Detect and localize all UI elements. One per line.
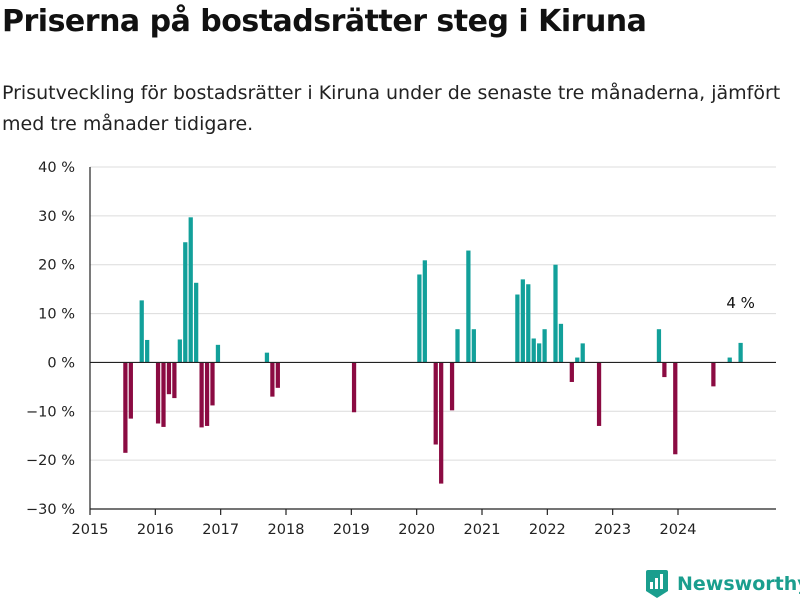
- annotation-label: 4 %: [726, 294, 755, 312]
- bar: [569, 362, 574, 382]
- bar: [417, 274, 422, 363]
- x-axis: 2015 2016 2017 2018 2019 2020 2021 2022 2023 2024: [72, 167, 776, 538]
- bar: [264, 352, 270, 363]
- bar: [466, 250, 471, 363]
- bar: [558, 323, 564, 363]
- annotation: 4 %: [726, 294, 755, 312]
- bar: [673, 362, 678, 455]
- x-tick-label: 2017: [202, 522, 239, 538]
- bar: [275, 362, 280, 388]
- y-tick-label: −30 %: [26, 502, 75, 518]
- bar: [351, 362, 357, 413]
- x-tick-label: 2023: [594, 522, 631, 538]
- bar: [520, 279, 525, 363]
- newsworthy-logo-icon: [646, 570, 668, 598]
- y-tick-label: 10 %: [38, 307, 75, 323]
- bar: [471, 329, 476, 363]
- x-tick-label: 2018: [268, 522, 305, 538]
- bar: [537, 343, 542, 363]
- bar: [204, 362, 210, 426]
- x-tick-label: 2016: [137, 522, 174, 538]
- bar: [711, 362, 716, 387]
- bar: [449, 362, 455, 411]
- x-tick-label: 2020: [398, 522, 435, 538]
- bar: [139, 300, 144, 363]
- bars: [123, 217, 743, 484]
- bar: [738, 342, 743, 363]
- y-tick-label: 40 %: [38, 160, 75, 176]
- bar: [553, 264, 558, 363]
- bar: [270, 362, 275, 397]
- bar: [183, 242, 188, 363]
- bar: [172, 362, 177, 399]
- bar: [145, 339, 150, 363]
- bar: [422, 260, 427, 363]
- bar: [123, 362, 128, 453]
- bar: [515, 294, 520, 363]
- chart-title: Priserna på bostadsrätter steg i Kiruna: [2, 4, 647, 39]
- bar: [656, 329, 662, 363]
- y-tick-label: 20 %: [38, 258, 75, 274]
- y-axis-ticks: −30 % −20 % −10 % 0 % 10 % 20 % 30 % 40 %: [26, 160, 75, 518]
- y-tick-label: 30 %: [38, 209, 75, 225]
- bar: [210, 362, 215, 406]
- bar: [727, 357, 732, 363]
- bar: [177, 339, 182, 363]
- bar: [166, 362, 172, 395]
- bar: [194, 282, 199, 363]
- bar: [155, 362, 161, 424]
- x-tick-label: 2015: [72, 522, 109, 538]
- bar: [575, 357, 580, 363]
- gridlines: [90, 166, 776, 461]
- bar: [526, 284, 531, 363]
- bar: [662, 362, 667, 378]
- bar: [215, 344, 221, 363]
- brand-logo: Newsworthy: [644, 568, 800, 600]
- bar: [188, 217, 193, 363]
- x-tick-label: 2019: [333, 522, 370, 538]
- brand-name: Newsworthy: [677, 573, 800, 595]
- chart-subtitle: Prisutveckling för bostadsrätter i Kirun…: [2, 82, 781, 135]
- bar: [455, 329, 460, 363]
- bar: [433, 362, 438, 445]
- y-tick-label: −10 %: [26, 404, 75, 420]
- bar: [542, 329, 547, 363]
- bar: [580, 343, 585, 363]
- bar: [161, 362, 166, 427]
- x-tick-label: 2024: [660, 522, 697, 538]
- bar: [439, 362, 444, 484]
- y-tick-label: −20 %: [26, 453, 75, 469]
- y-tick-label: 0 %: [47, 355, 75, 371]
- x-tick-label: 2022: [529, 522, 566, 538]
- bar: [128, 362, 133, 419]
- bar: [596, 362, 602, 426]
- x-tick-label: 2021: [464, 522, 501, 538]
- bar: [531, 338, 536, 363]
- bar: [199, 362, 204, 428]
